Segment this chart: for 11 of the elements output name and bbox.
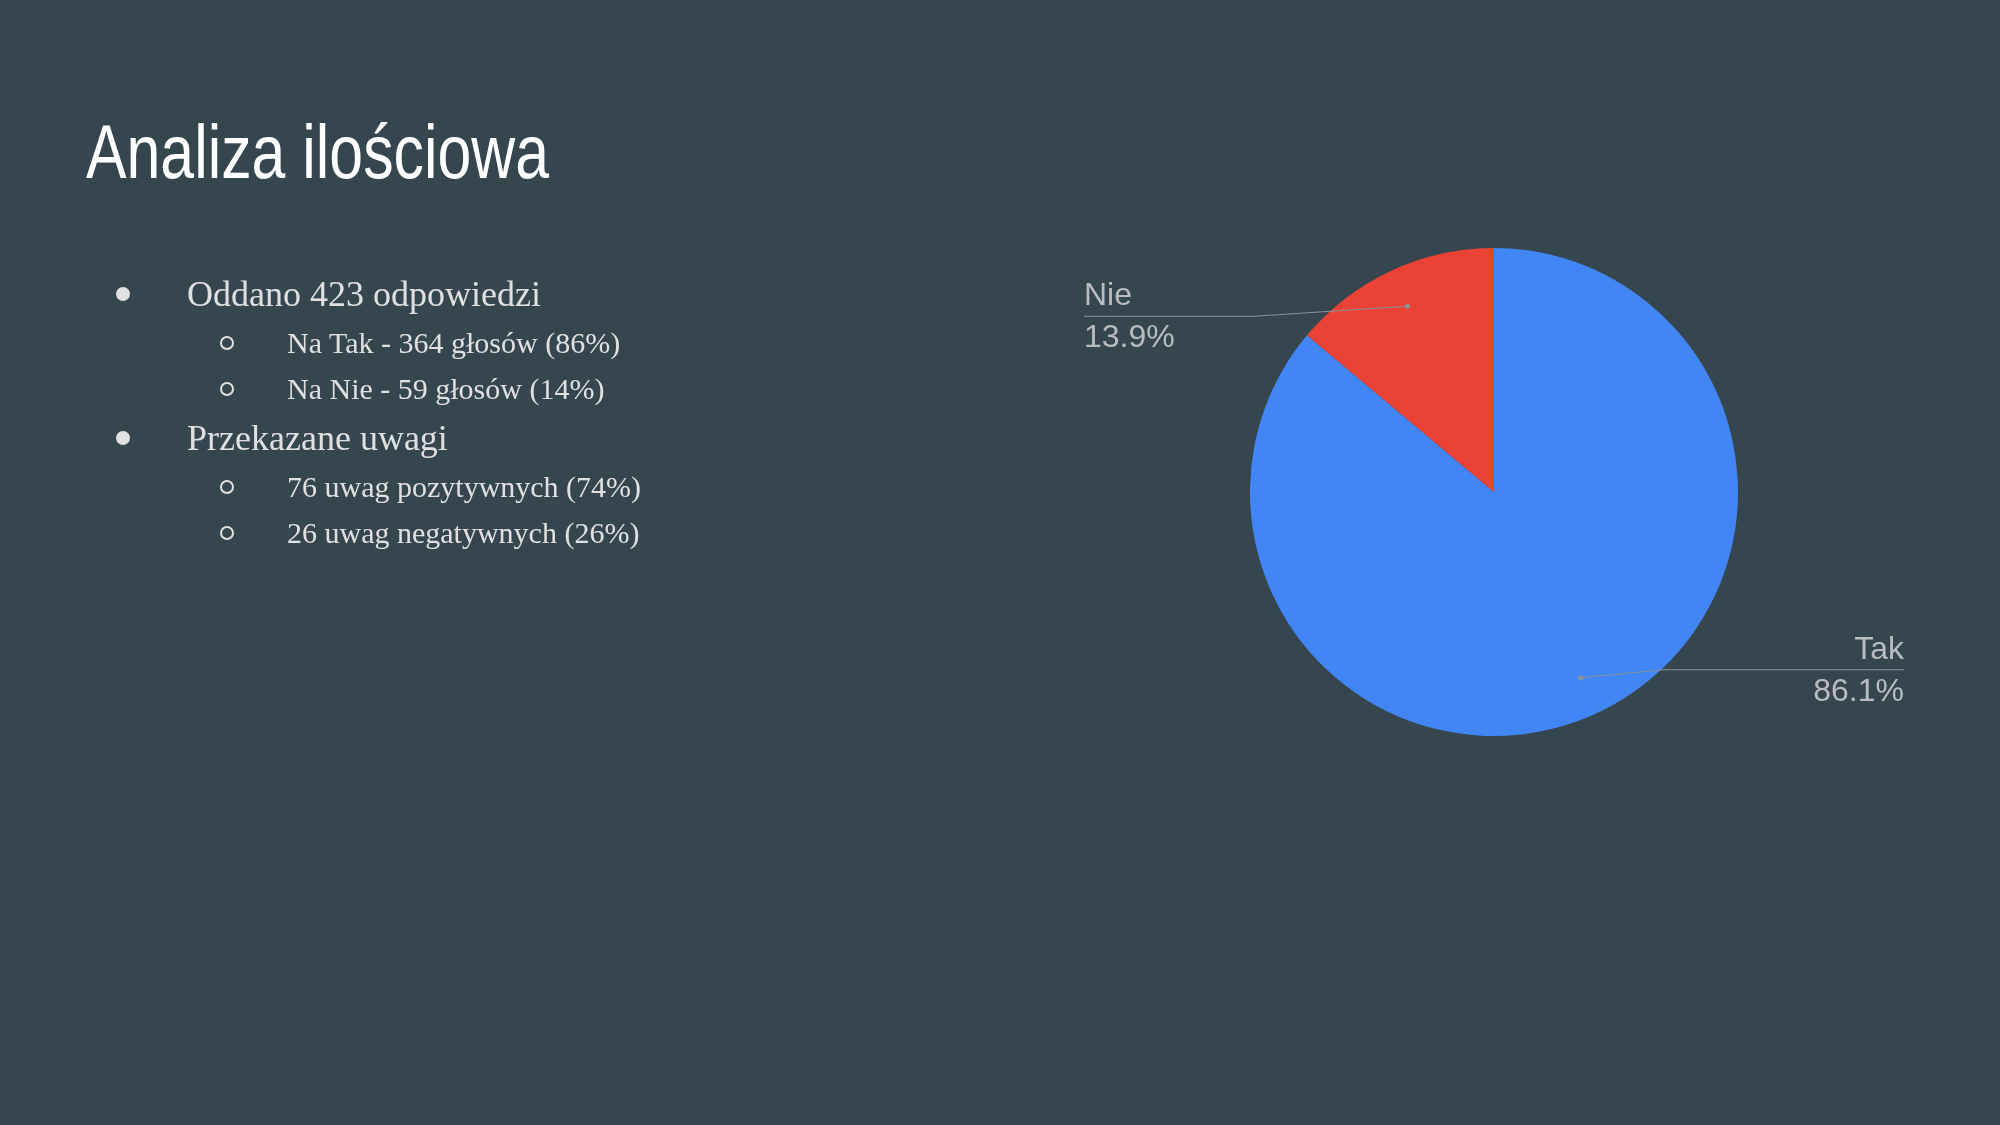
text: Oddano 423 odpowiedzi — [187, 274, 541, 314]
data-label: 86.1% — [1813, 671, 1904, 708]
slice-label: Nie — [1084, 276, 1133, 313]
text: Przekazane uwagi — [187, 418, 448, 458]
text: Na Tak - 364 głosów (86%) — [287, 326, 621, 359]
text: Na Nie - 59 głosów (14%) — [287, 372, 605, 405]
data-label: 13.9% — [1084, 318, 1175, 355]
text: Analiza ilościowa — [86, 108, 549, 195]
text: 26 uwag negatywnych (26%) — [287, 516, 640, 549]
text: 76 uwag pozytywnych (74%) — [287, 470, 642, 503]
slice-label: Tak — [1854, 629, 1905, 666]
